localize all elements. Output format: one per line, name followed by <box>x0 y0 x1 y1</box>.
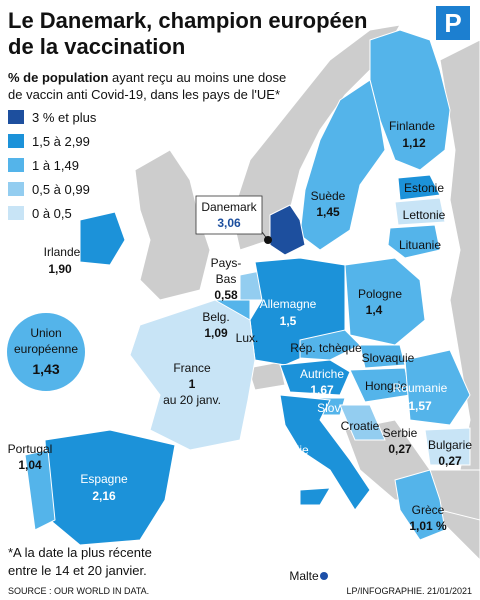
legend: 3 % et plus 1,5 à 2,99 1 à 1,49 0,5 à 0,99 0… <box>8 110 97 221</box>
irlande-shape <box>79 211 126 266</box>
country-name: Croatie <box>341 419 380 433</box>
country-name: Pologne <box>358 287 402 301</box>
malte-dot <box>320 572 328 580</box>
eu-countries <box>24 29 471 546</box>
country-name: Lituanie <box>399 238 441 252</box>
subtitle: % de population ayant reçu au moins une … <box>8 70 286 85</box>
country-value: 2,16 <box>92 489 116 503</box>
callout-dot <box>264 236 272 244</box>
country-value: 1,90 <box>48 262 72 276</box>
country-name: Lettonie <box>403 208 446 222</box>
country-value: 1,01 % <box>409 519 447 533</box>
logo: P <box>444 8 461 38</box>
country-name: Rép. tchèque <box>290 341 362 355</box>
estonie-shape <box>397 174 441 201</box>
pologne-shape <box>344 257 426 346</box>
callout-box <box>195 195 263 235</box>
eu-bubble <box>5 311 87 393</box>
country-name: Espagne <box>80 472 128 486</box>
footnote: *A la date la plus récente <box>8 545 152 560</box>
lituanie-shape <box>387 224 441 259</box>
country-name: Lux. <box>236 331 259 345</box>
country-value: 2,03 <box>284 459 308 473</box>
country-name: Pays- <box>211 256 242 270</box>
title: de la vaccination <box>8 34 185 59</box>
country-name: Italie <box>283 443 309 457</box>
legend-swatch <box>8 182 24 196</box>
country-name: Slov. <box>317 401 343 415</box>
country-value: 1,45 <box>316 205 340 219</box>
legend-label: 0,5 à 0,99 <box>32 182 90 197</box>
country-name: Autriche <box>300 367 344 381</box>
eu-name: Union <box>30 326 61 340</box>
country-name: Roumanie <box>393 381 448 395</box>
legend-swatch <box>8 134 24 148</box>
danemark-shape <box>269 204 306 256</box>
grece-shape <box>394 469 446 541</box>
country-name: Malte <box>289 569 319 583</box>
country-value: 1,4 <box>366 303 383 317</box>
country-name: Portugal <box>8 442 53 456</box>
country-name: France <box>173 361 211 375</box>
country-name: Grèce <box>412 503 445 517</box>
country-value: 3,06 <box>217 216 241 230</box>
eu-value: 1,43 <box>32 361 59 377</box>
roumanie-shape <box>404 349 471 426</box>
legend-swatch <box>8 110 24 124</box>
country-name: Danemark <box>201 200 257 214</box>
italie-shape <box>279 394 371 511</box>
france-shape <box>129 299 256 451</box>
country-value: 1,12 <box>402 136 426 150</box>
country-name: Irlande <box>44 245 81 259</box>
country-value: 1,57 <box>408 399 432 413</box>
legend-label: 0 à 0,5 <box>32 206 72 221</box>
footnote: entre le 14 et 20 janvier. <box>8 563 147 578</box>
country-value: 1,67 <box>310 383 334 397</box>
country-value: 1,04 <box>18 458 42 472</box>
country-name: Bas <box>216 272 237 286</box>
country-name: Serbie <box>383 426 418 440</box>
legend-swatch <box>8 158 24 172</box>
subtitle: de vaccin anti Covid-19, dans les pays d… <box>8 87 280 102</box>
legend-label: 1,5 à 2,99 <box>32 134 90 149</box>
country-name: Hongrie <box>365 379 407 393</box>
legend-swatch <box>8 206 24 220</box>
title: Le Danemark, champion européen <box>8 8 367 33</box>
country-value: 1 <box>189 377 196 391</box>
country-name: Slovaquie <box>362 351 415 365</box>
country-name: Bulgarie <box>428 438 472 452</box>
country-name: Finlande <box>389 119 435 133</box>
eu-name: européenne <box>14 342 78 356</box>
espagne-shape <box>44 429 176 546</box>
credit: LP/INFOGRAPHIE. 21/01/2021 <box>346 586 472 596</box>
country-name: Estonie <box>404 181 444 195</box>
country-value: 1,5 <box>280 314 297 328</box>
country-note: au 20 janv. <box>163 393 221 407</box>
lettonie-shape <box>394 197 446 226</box>
country-name: Suède <box>311 189 346 203</box>
autriche-shape <box>279 359 351 396</box>
source: SOURCE : OUR WORLD IN DATA. <box>8 586 149 596</box>
country-value: 0,27 <box>388 442 412 456</box>
country-labels: Finlande 1,12 Suède 1,45 Estonie Lettoni… <box>8 119 473 583</box>
sicile-shape <box>299 487 331 506</box>
bulgarie-shape <box>424 427 471 466</box>
country-value: 1,09 <box>204 326 228 340</box>
legend-label: 1 à 1,49 <box>32 158 79 173</box>
legend-label: 3 % et plus <box>32 110 97 125</box>
portugal-shape <box>24 449 56 531</box>
country-name: Belg. <box>202 310 229 324</box>
suede-shape <box>299 79 386 251</box>
tchequie-shape <box>299 329 361 361</box>
country-value: 0,58 <box>214 288 238 302</box>
logo-box <box>436 6 470 40</box>
croatie-shape <box>339 404 386 441</box>
country-name: Allemagne <box>260 297 317 311</box>
country-value: 0,27 <box>438 454 462 468</box>
